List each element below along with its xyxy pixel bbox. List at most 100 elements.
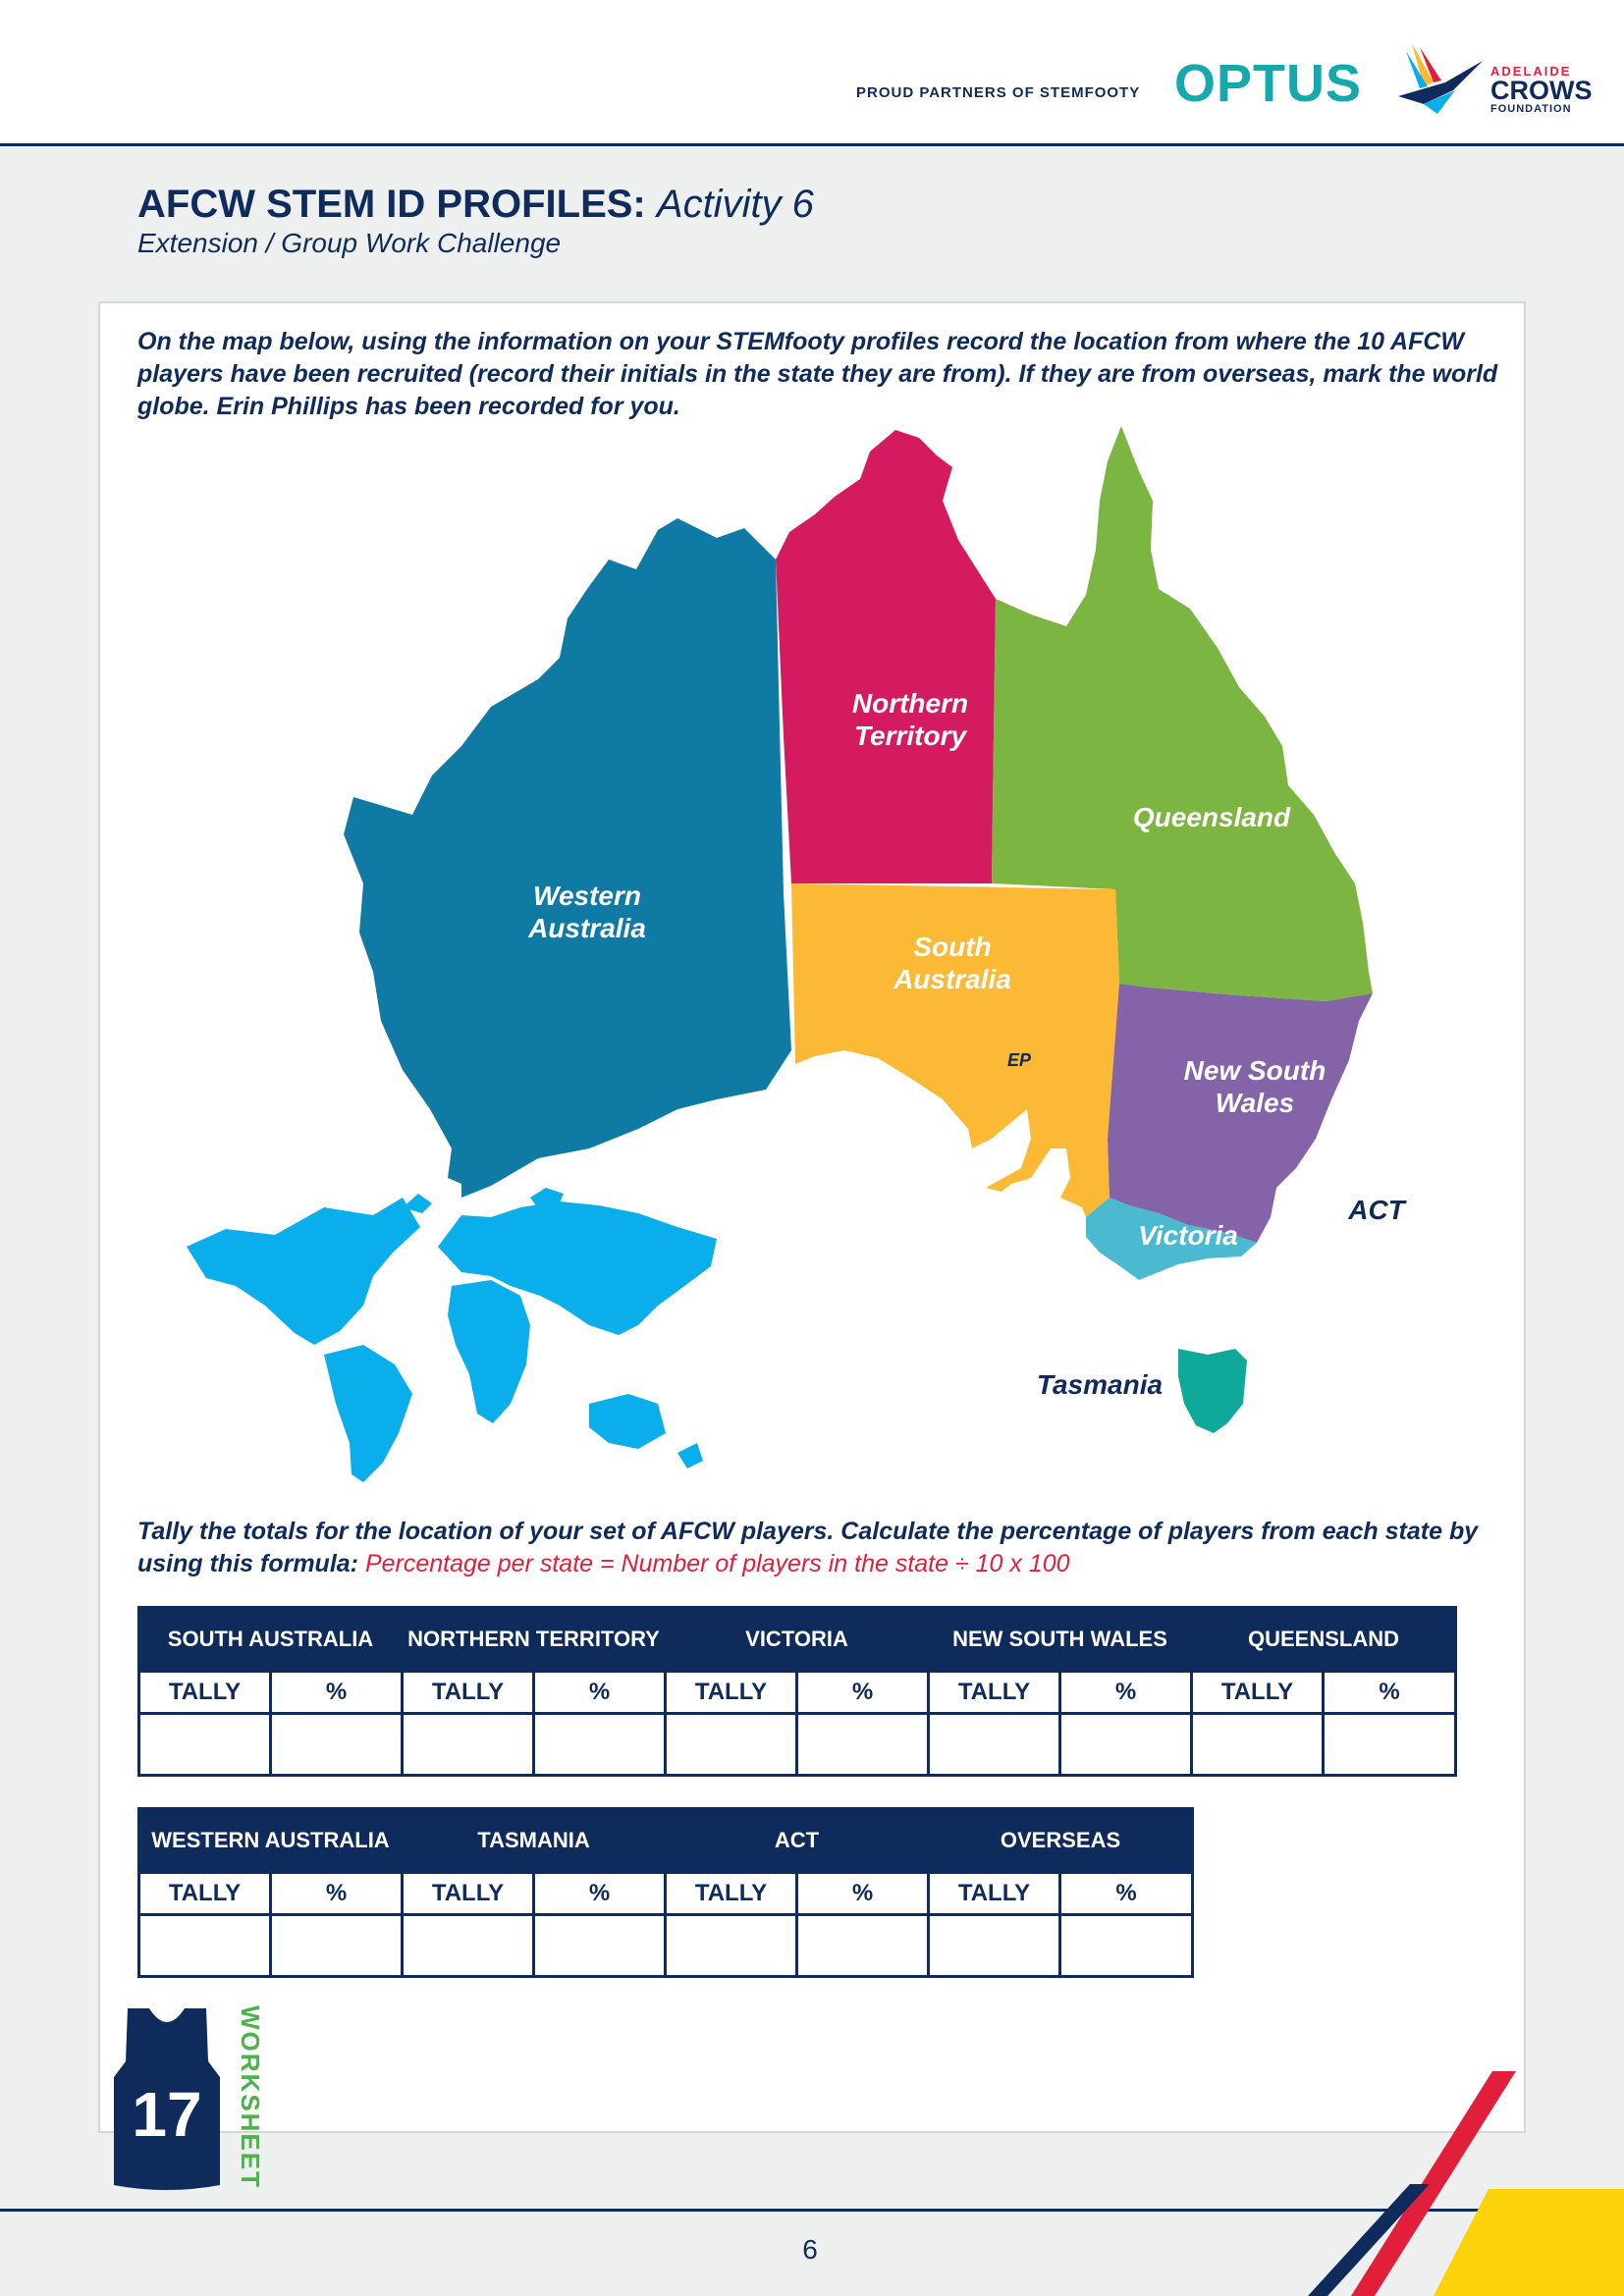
- map-label-nsw-line1: New South: [1184, 1055, 1326, 1086]
- map-state-wa: [344, 518, 791, 1198]
- percent-label: %: [1321, 1670, 1458, 1715]
- state-header-overseas: OVERSEAS: [926, 1807, 1195, 1874]
- tally-label: TALLY: [137, 1670, 272, 1715]
- percent-label: %: [269, 1871, 404, 1916]
- tally-input-act[interactable]: [664, 1913, 798, 1978]
- tally-table-2-header-row: WESTERN AUSTRALIA TASMANIA ACT OVERSEAS: [137, 1807, 1195, 1874]
- crows-logo-line2: CROWS: [1490, 76, 1593, 105]
- percent-input-overseas[interactable]: [1057, 1913, 1195, 1978]
- map-state-sa: [791, 883, 1119, 1217]
- jersey-number: 17: [132, 2079, 201, 2150]
- percent-label: %: [795, 1871, 930, 1916]
- header: PROUD PARTNERS OF STEMFOOTY OPTUS ADELAI…: [0, 0, 1624, 146]
- tally-input-overseas[interactable]: [927, 1913, 1061, 1978]
- map-label-act: ACT: [1347, 1195, 1407, 1225]
- tally-label: TALLY: [927, 1670, 1061, 1715]
- tally-input-sa[interactable]: [137, 1712, 272, 1777]
- world-globe-icon: [187, 1188, 717, 1482]
- tally-table-1: SOUTH AUSTRALIA NORTHERN TERRITORY VICTO…: [137, 1606, 1458, 1777]
- map-initials-ep: EP: [1007, 1050, 1032, 1070]
- tally-label: TALLY: [664, 1871, 798, 1916]
- decorative-stripes: [1308, 2071, 1624, 2296]
- percent-input-sa[interactable]: [269, 1712, 404, 1777]
- percent-input-nsw[interactable]: [1058, 1712, 1193, 1777]
- state-header-tas: TASMANIA: [401, 1807, 667, 1874]
- map-label-sa-line2: Australia: [893, 964, 1011, 994]
- map-label-sa-line1: South: [913, 932, 991, 962]
- map-label-nsw: New South Wales: [1184, 1055, 1326, 1118]
- footer-divider: [0, 2209, 1624, 2212]
- tally-table-1-header-row: SOUTH AUSTRALIA NORTHERN TERRITORY VICTO…: [137, 1606, 1458, 1673]
- map-label-vic: Victoria: [1138, 1220, 1238, 1251]
- state-header-qld: QUEENSLAND: [1189, 1606, 1458, 1673]
- map-label-nt: Northern Territory: [852, 688, 968, 751]
- tally-label: TALLY: [1190, 1670, 1325, 1715]
- state-header-nt: NORTHERN TERRITORY: [401, 1606, 667, 1673]
- optus-logo: OPTUS: [1174, 54, 1363, 113]
- percent-input-tas[interactable]: [532, 1913, 667, 1978]
- map-state-vic: [1086, 1198, 1257, 1280]
- tally-text: Tally the totals for the location of you…: [137, 1518, 1479, 1577]
- instructions-text: On the map below, using the information …: [137, 328, 1498, 420]
- percent-input-qld[interactable]: [1321, 1712, 1458, 1777]
- tally-label: TALLY: [137, 1871, 272, 1916]
- map-label-wa: Western Australia: [527, 881, 646, 943]
- map-state-act-shape: [1282, 1188, 1298, 1213]
- percent-label: %: [269, 1670, 404, 1715]
- state-header-nsw: NEW SOUTH WALES: [927, 1606, 1193, 1673]
- map-state-nt: [776, 430, 996, 883]
- map-label-nt-line1: Northern: [852, 688, 968, 719]
- tally-table-2-subheader-row: TALLY % TALLY % TALLY % TALLY %: [137, 1871, 1195, 1916]
- percent-label: %: [532, 1670, 667, 1715]
- crows-logo-line3: FOUNDATION: [1490, 103, 1572, 115]
- map-state-nsw: [1108, 984, 1373, 1243]
- percent-input-act[interactable]: [795, 1913, 930, 1978]
- percent-label: %: [1057, 1871, 1195, 1916]
- map-label-nt-line2: Territory: [854, 721, 968, 751]
- crows-foundation-logo: ADELAIDE CROWS FOUNDATION: [1490, 65, 1593, 115]
- title-main: AFCW STEM ID PROFILES:: [137, 183, 646, 226]
- percent-input-nt[interactable]: [532, 1712, 667, 1777]
- state-header-wa: WESTERN AUSTRALIA: [137, 1807, 404, 1874]
- partners-text: PROUD PARTNERS OF STEMFOOTY: [856, 84, 1141, 101]
- tally-input-nt[interactable]: [401, 1712, 535, 1777]
- tally-table-2-entry-row: [137, 1913, 1195, 1978]
- state-header-vic: VICTORIA: [664, 1606, 930, 1673]
- tally-label: TALLY: [927, 1871, 1061, 1916]
- tally-input-qld[interactable]: [1190, 1712, 1325, 1777]
- state-header-sa: SOUTH AUSTRALIA: [137, 1606, 404, 1673]
- worksheet-label: WORKSHEET: [236, 2004, 265, 2189]
- tally-input-tas[interactable]: [401, 1913, 535, 1978]
- map-state-tas: [1178, 1349, 1247, 1433]
- tally-table-1-entry-row: [137, 1712, 1458, 1777]
- tally-table-1-subheader-row: TALLY % TALLY % TALLY % TALLY % TALLY %: [137, 1670, 1458, 1715]
- page-number: 6: [802, 2234, 818, 2265]
- map-label-tas: Tasmania: [1037, 1369, 1163, 1400]
- percent-label: %: [795, 1670, 930, 1715]
- page-subtitle: Extension / Group Work Challenge: [137, 228, 562, 258]
- percent-label: %: [532, 1871, 667, 1916]
- tally-formula: Percentage per state = Number of players…: [364, 1550, 1070, 1577]
- page-title: AFCW STEM ID PROFILES: Activity 6: [137, 183, 814, 227]
- percent-input-vic[interactable]: [795, 1712, 930, 1777]
- tally-table-2: WESTERN AUSTRALIA TASMANIA ACT OVERSEAS …: [137, 1807, 1195, 1978]
- crows-logo-line1: ADELAIDE: [1490, 64, 1572, 79]
- tally-input-vic[interactable]: [664, 1712, 798, 1777]
- tally-label: TALLY: [401, 1871, 535, 1916]
- state-header-act: ACT: [664, 1807, 930, 1874]
- percent-label: %: [1058, 1670, 1193, 1715]
- map-label-qld: Queensland: [1133, 802, 1291, 832]
- percent-input-wa[interactable]: [269, 1913, 404, 1978]
- title-activity: Activity 6: [656, 183, 814, 226]
- map-label-wa-line2: Australia: [527, 913, 646, 943]
- jersey-icon: 17: [114, 2008, 220, 2190]
- map-label-sa: South Australia: [893, 932, 1011, 994]
- map-state-qld: [992, 426, 1373, 1001]
- tally-instructions: Tally the totals for the location of you…: [137, 1516, 1512, 1580]
- tally-input-nsw[interactable]: [927, 1712, 1061, 1777]
- australia-map: Northern Territory Queensland Western Aust…: [187, 426, 1408, 1482]
- crows-bird-icon: [1398, 43, 1483, 114]
- tally-label: TALLY: [401, 1670, 535, 1715]
- tally-input-wa[interactable]: [137, 1913, 272, 1978]
- map-label-wa-line1: Western: [533, 881, 641, 911]
